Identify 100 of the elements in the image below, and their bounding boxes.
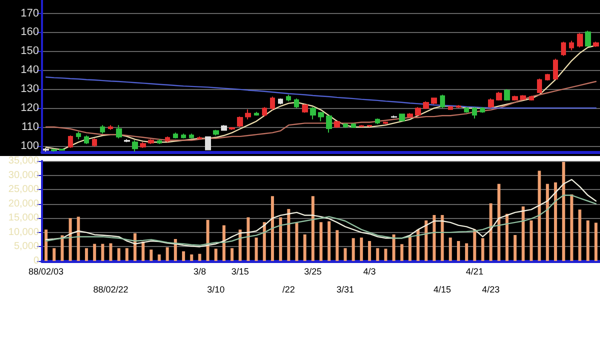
bar: [134, 233, 136, 261]
candlestick: [108, 124, 113, 130]
candlestick: [569, 40, 574, 51]
bar: [432, 215, 436, 261]
candlestick: [553, 58, 558, 80]
y-tick-label: 110: [21, 120, 39, 133]
candlestick: [229, 126, 235, 130]
bar: [84, 248, 88, 261]
bar: [554, 182, 558, 261]
bar: [594, 222, 598, 261]
candlestick: [51, 148, 57, 152]
candlestick: [181, 133, 186, 139]
bar: [295, 222, 298, 261]
bar: [473, 229, 476, 261]
candlestick: [237, 116, 243, 128]
candlestick: [480, 106, 485, 114]
bar: [214, 248, 218, 261]
candlestick: [334, 120, 340, 128]
bar: [206, 220, 210, 261]
x-tick-label: 3/31: [336, 284, 354, 294]
bar: [320, 222, 322, 261]
candlestick: [585, 30, 591, 47]
bar: [336, 230, 339, 261]
candlestick: [100, 124, 105, 134]
candlestick: [496, 91, 502, 101]
bar: [546, 184, 549, 261]
candlestick: [270, 96, 275, 110]
bar: [448, 238, 452, 261]
x-tick-label: /22: [282, 284, 295, 294]
bar: [238, 230, 242, 261]
x-tick-label: 88/02/03: [28, 266, 64, 276]
candlestick: [593, 41, 599, 48]
bar: [182, 251, 186, 261]
candlestick: [561, 41, 566, 56]
bar: [52, 248, 56, 261]
candlestick: [359, 124, 364, 128]
y-tick-label: 140: [20, 64, 39, 76]
candlestick: [391, 115, 397, 118]
bar: [578, 210, 582, 261]
bar: [158, 254, 161, 261]
candlestick: [286, 94, 291, 102]
candlestick: [423, 100, 429, 110]
bar: [117, 248, 120, 261]
x-tick-label: 88/02/22: [93, 284, 128, 294]
bar: [360, 238, 363, 261]
bar: [166, 247, 169, 261]
candlestick: [545, 73, 550, 82]
bar: [530, 220, 533, 261]
candlestick: [59, 148, 65, 152]
bar: [174, 239, 177, 261]
y-tick-label: 130: [20, 83, 39, 96]
x-tick-label: 3/10: [207, 284, 225, 294]
candlestick: [399, 113, 405, 122]
candlestick: [84, 135, 89, 145]
candlestick: [326, 115, 332, 134]
candlestick: [132, 140, 138, 152]
candlestick: [148, 138, 154, 145]
candlestick: [205, 136, 211, 151]
candlestick: [577, 32, 583, 48]
bar: [570, 194, 574, 261]
y-tick-label: 150: [20, 45, 39, 58]
candlestick: [294, 98, 299, 109]
bar: [400, 244, 404, 261]
candlestick: [157, 138, 162, 145]
candlestick: [310, 106, 316, 120]
x-tick-label: 3/8: [193, 266, 206, 276]
candlestick: [456, 104, 461, 109]
candlestick: [165, 136, 170, 143]
candlestick: [383, 121, 388, 125]
bar: [562, 162, 566, 261]
candlestick: [116, 124, 122, 139]
bar: [408, 236, 412, 261]
bar: [150, 250, 153, 261]
bar: [142, 242, 145, 261]
candlestick: [76, 131, 81, 140]
bar: [416, 230, 420, 261]
y-tick-label: 15,000: [8, 212, 40, 224]
bar: [230, 248, 234, 261]
candlestick: [318, 111, 324, 122]
line-series: [45, 194, 597, 246]
x-tick-label: 4/3: [363, 266, 376, 276]
candlestick: [197, 136, 202, 140]
y-tick-label: 30,000: [8, 170, 40, 181]
bar: [465, 243, 468, 261]
x-tick-label: 3/15: [231, 266, 249, 276]
bar: [514, 235, 517, 261]
candlestick: [302, 104, 308, 114]
candlestick: [221, 124, 227, 132]
candlestick: [254, 111, 259, 116]
bar: [344, 248, 347, 261]
bar: [522, 206, 525, 261]
bar: [538, 170, 541, 261]
bar: [109, 243, 112, 261]
candlestick: [537, 78, 542, 94]
x-tick-label: 4/21: [466, 266, 484, 276]
bar: [456, 241, 460, 261]
bar: [586, 220, 590, 261]
bar: [489, 203, 492, 261]
bar: [68, 218, 72, 261]
bar: [44, 230, 48, 261]
